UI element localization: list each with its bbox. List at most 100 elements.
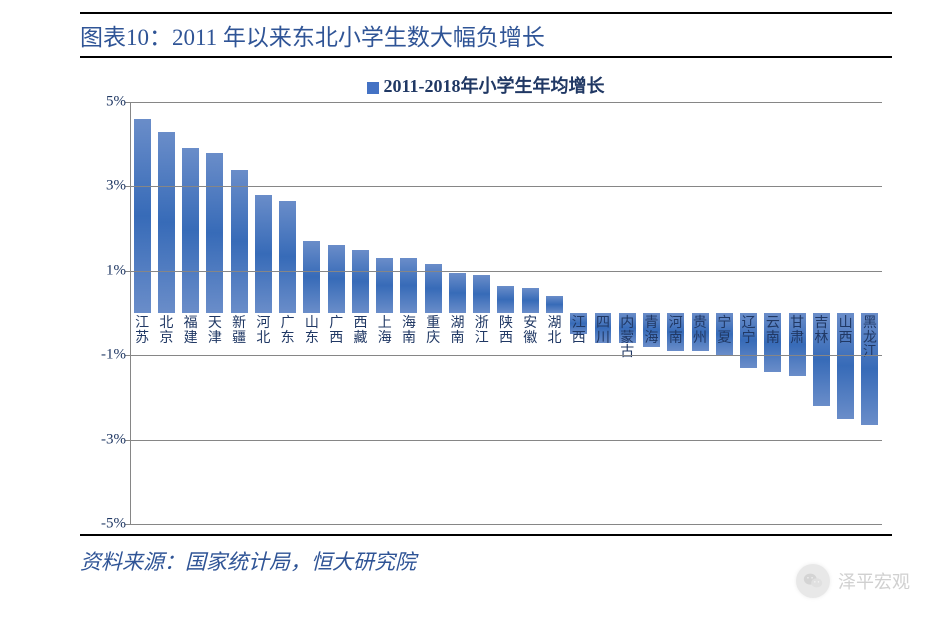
x-axis-label: 重庆	[421, 317, 445, 346]
bar-slot: 贵州	[688, 102, 712, 524]
bar-slot: 内蒙古	[615, 102, 639, 524]
bar	[497, 286, 514, 313]
y-axis-label: -5%	[84, 516, 126, 533]
bars-container: 江苏北京福建天津新疆河北广东山东广西西藏上海海南重庆湖南浙江陕西安徽湖北江西四川…	[130, 102, 882, 524]
x-axis-label: 辽宁	[736, 317, 760, 346]
bar-slot: 山东	[300, 102, 324, 524]
chart-title: 图表10：2011 年以来东北小学生数大幅负增长	[80, 12, 892, 58]
bar-slot: 江西	[567, 102, 591, 524]
legend-label: 2011-2018年小学生年均增长	[383, 76, 604, 96]
y-axis-label: -3%	[84, 431, 126, 448]
bar-slot: 福建	[179, 102, 203, 524]
bar-slot: 山西	[833, 102, 857, 524]
grid-line	[130, 355, 882, 356]
bar-slot: 西藏	[348, 102, 372, 524]
grid-line	[130, 440, 882, 441]
bar	[400, 258, 417, 313]
bar-slot: 辽宁	[736, 102, 760, 524]
x-axis-label: 新疆	[227, 317, 251, 346]
x-axis-label: 云南	[761, 317, 785, 346]
legend-swatch	[367, 82, 379, 94]
bar-slot: 广西	[324, 102, 348, 524]
grid-line	[130, 271, 882, 272]
bar-slot: 新疆	[227, 102, 251, 524]
x-axis-label: 湖北	[542, 317, 566, 346]
bar	[376, 258, 393, 313]
bar-slot: 河南	[664, 102, 688, 524]
bar-slot: 青海	[639, 102, 663, 524]
x-axis-label: 福建	[179, 317, 203, 346]
x-axis-label: 吉林	[809, 317, 833, 346]
bar-slot: 甘肃	[785, 102, 809, 524]
bar-slot: 安徽	[518, 102, 542, 524]
bar	[303, 241, 320, 313]
bar	[449, 273, 466, 313]
bar-slot: 河北	[251, 102, 275, 524]
bar-slot: 四川	[591, 102, 615, 524]
bar-slot: 宁夏	[712, 102, 736, 524]
bar-slot: 海南	[397, 102, 421, 524]
grid-line	[130, 102, 882, 103]
bar	[134, 119, 151, 313]
bar	[182, 148, 199, 313]
x-axis-label: 西藏	[348, 317, 372, 346]
bar-slot: 北京	[154, 102, 178, 524]
x-axis-label: 贵州	[688, 317, 712, 346]
x-axis-label: 山西	[833, 317, 857, 346]
bar	[473, 275, 490, 313]
bar	[255, 195, 272, 313]
plot-area: 江苏北京福建天津新疆河北广东山东广西西藏上海海南重庆湖南浙江陕西安徽湖北江西四川…	[130, 102, 882, 524]
x-axis-label: 海南	[397, 317, 421, 346]
bar	[328, 245, 345, 313]
x-axis-label: 河南	[664, 317, 688, 346]
x-axis-label: 北京	[154, 317, 178, 346]
chart-area: 2011-2018年小学生年均增长 江苏北京福建天津新疆河北广东山东广西西藏上海…	[80, 66, 892, 536]
bar	[158, 132, 175, 313]
bar-slot: 浙江	[470, 102, 494, 524]
bar-slot: 湖北	[542, 102, 566, 524]
x-axis-label: 广西	[324, 317, 348, 346]
x-axis-label: 青海	[639, 317, 663, 346]
bar	[231, 170, 248, 313]
grid-line	[130, 524, 882, 525]
bar	[206, 153, 223, 313]
bar-slot: 广东	[276, 102, 300, 524]
y-axis-label: -1%	[84, 347, 126, 364]
x-axis-label: 江苏	[130, 317, 154, 346]
x-axis-label: 四川	[591, 317, 615, 346]
bar-slot: 江苏	[130, 102, 154, 524]
y-axis-label: 1%	[84, 262, 126, 279]
bar-slot: 云南	[761, 102, 785, 524]
x-axis-label: 陕西	[494, 317, 518, 346]
watermark-text: 泽平宏观	[838, 568, 910, 594]
bar-slot: 上海	[373, 102, 397, 524]
bar-slot: 黑龙江	[858, 102, 882, 524]
watermark: 泽平宏观	[796, 564, 910, 598]
x-axis-label: 宁夏	[712, 317, 736, 346]
x-axis-label: 上海	[373, 317, 397, 346]
x-axis-label: 安徽	[518, 317, 542, 346]
bar-slot: 吉林	[809, 102, 833, 524]
bar	[546, 296, 563, 313]
x-axis-label: 江西	[567, 317, 591, 346]
x-axis-label: 河北	[251, 317, 275, 346]
bar	[352, 250, 369, 313]
source-text: 资料来源：国家统计局，恒大研究院	[80, 536, 892, 576]
bar-slot: 重庆	[421, 102, 445, 524]
y-axis-label: 3%	[84, 178, 126, 195]
x-axis-label: 天津	[203, 317, 227, 346]
x-axis-label: 湖南	[445, 317, 469, 346]
bar	[522, 288, 539, 313]
bar-slot: 湖南	[445, 102, 469, 524]
bar-slot: 陕西	[494, 102, 518, 524]
x-axis-label: 甘肃	[785, 317, 809, 346]
y-axis-label: 5%	[84, 94, 126, 111]
bar	[279, 201, 296, 313]
wechat-icon	[796, 564, 830, 598]
x-axis-label: 山东	[300, 317, 324, 346]
x-axis-label: 浙江	[470, 317, 494, 346]
x-axis-label: 广东	[276, 317, 300, 346]
legend: 2011-2018年小学生年均增长	[80, 66, 892, 102]
grid-line	[130, 186, 882, 187]
bar-slot: 天津	[203, 102, 227, 524]
